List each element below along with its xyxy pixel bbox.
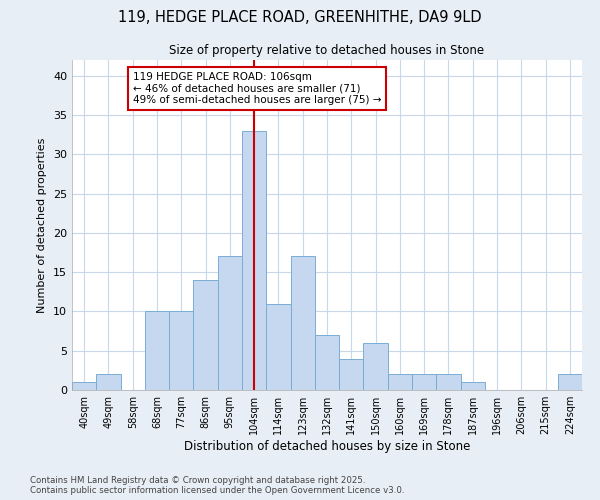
Text: Contains HM Land Registry data © Crown copyright and database right 2025.
Contai: Contains HM Land Registry data © Crown c… <box>30 476 404 495</box>
Y-axis label: Number of detached properties: Number of detached properties <box>37 138 47 312</box>
Bar <box>290 256 315 390</box>
Bar <box>96 374 121 390</box>
Bar <box>558 374 582 390</box>
Bar <box>315 335 339 390</box>
Bar <box>169 312 193 390</box>
Bar <box>412 374 436 390</box>
Bar <box>218 256 242 390</box>
Text: 119 HEDGE PLACE ROAD: 106sqm
← 46% of detached houses are smaller (71)
49% of se: 119 HEDGE PLACE ROAD: 106sqm ← 46% of de… <box>133 72 381 105</box>
X-axis label: Distribution of detached houses by size in Stone: Distribution of detached houses by size … <box>184 440 470 453</box>
Title: Size of property relative to detached houses in Stone: Size of property relative to detached ho… <box>169 44 485 58</box>
Bar <box>364 343 388 390</box>
Text: 119, HEDGE PLACE ROAD, GREENHITHE, DA9 9LD: 119, HEDGE PLACE ROAD, GREENHITHE, DA9 9… <box>118 10 482 25</box>
Bar <box>193 280 218 390</box>
Bar <box>388 374 412 390</box>
Bar <box>436 374 461 390</box>
Bar <box>339 358 364 390</box>
Bar <box>145 312 169 390</box>
Bar <box>72 382 96 390</box>
Bar <box>266 304 290 390</box>
Bar <box>461 382 485 390</box>
Bar <box>242 130 266 390</box>
